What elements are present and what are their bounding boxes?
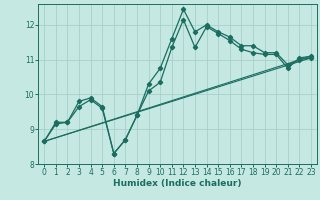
X-axis label: Humidex (Indice chaleur): Humidex (Indice chaleur) bbox=[113, 179, 242, 188]
